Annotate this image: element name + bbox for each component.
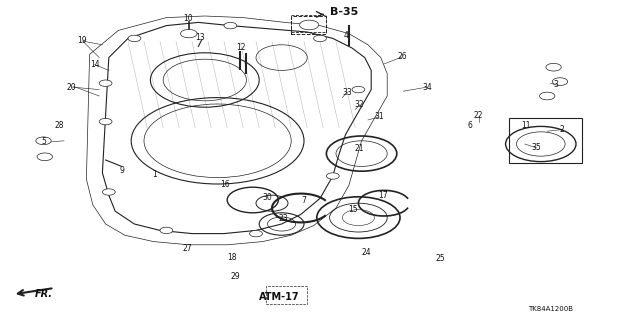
Text: 17: 17 xyxy=(378,191,388,200)
Bar xyxy=(291,15,326,32)
Bar xyxy=(266,286,307,304)
Text: 14: 14 xyxy=(90,60,100,69)
Text: 28: 28 xyxy=(54,121,63,130)
Text: 19: 19 xyxy=(77,36,87,45)
Text: 20: 20 xyxy=(67,83,77,92)
Text: 3: 3 xyxy=(553,80,558,89)
Circle shape xyxy=(180,29,197,38)
Text: TK84A1200B: TK84A1200B xyxy=(528,306,573,312)
Circle shape xyxy=(224,22,237,29)
Text: FR.: FR. xyxy=(35,289,53,299)
Text: 16: 16 xyxy=(220,180,230,189)
Circle shape xyxy=(326,173,339,179)
Text: 11: 11 xyxy=(522,121,531,130)
Text: 23: 23 xyxy=(278,214,288,223)
Text: 33: 33 xyxy=(342,88,352,97)
Circle shape xyxy=(99,80,112,86)
Circle shape xyxy=(540,92,555,100)
Text: 35: 35 xyxy=(531,143,541,152)
Text: B-35: B-35 xyxy=(330,7,358,17)
Text: 30: 30 xyxy=(262,193,273,202)
Text: 32: 32 xyxy=(355,100,365,109)
Text: 13: 13 xyxy=(195,33,205,42)
Text: 24: 24 xyxy=(361,248,371,257)
Text: 5: 5 xyxy=(41,137,46,146)
Bar xyxy=(509,118,582,163)
Circle shape xyxy=(102,189,115,195)
Circle shape xyxy=(546,63,561,71)
Text: 2: 2 xyxy=(559,125,564,134)
Text: 15: 15 xyxy=(348,205,358,214)
Text: 26: 26 xyxy=(397,52,407,61)
Text: 31: 31 xyxy=(374,112,384,121)
Text: 27: 27 xyxy=(182,244,192,253)
Circle shape xyxy=(352,86,365,93)
Text: 18: 18 xyxy=(227,253,236,262)
Circle shape xyxy=(36,137,51,145)
Text: 22: 22 xyxy=(474,111,483,120)
Circle shape xyxy=(314,35,326,42)
Circle shape xyxy=(250,230,262,237)
Text: 1: 1 xyxy=(152,170,157,179)
Circle shape xyxy=(300,20,319,30)
Text: 29: 29 xyxy=(230,272,241,281)
Text: 10: 10 xyxy=(182,14,193,23)
Circle shape xyxy=(160,227,173,234)
Text: 25: 25 xyxy=(435,254,445,263)
Text: 12: 12 xyxy=(236,43,245,52)
Circle shape xyxy=(128,35,141,42)
Text: 21: 21 xyxy=(355,144,364,153)
Circle shape xyxy=(37,153,52,161)
Text: 34: 34 xyxy=(422,83,433,92)
Text: 4: 4 xyxy=(343,31,348,40)
Bar xyxy=(291,16,326,34)
Text: ATM-17: ATM-17 xyxy=(259,292,300,302)
Text: 7: 7 xyxy=(301,196,307,204)
Text: 9: 9 xyxy=(119,166,124,175)
Text: 6: 6 xyxy=(468,121,473,130)
Circle shape xyxy=(552,78,568,85)
Circle shape xyxy=(99,118,112,125)
